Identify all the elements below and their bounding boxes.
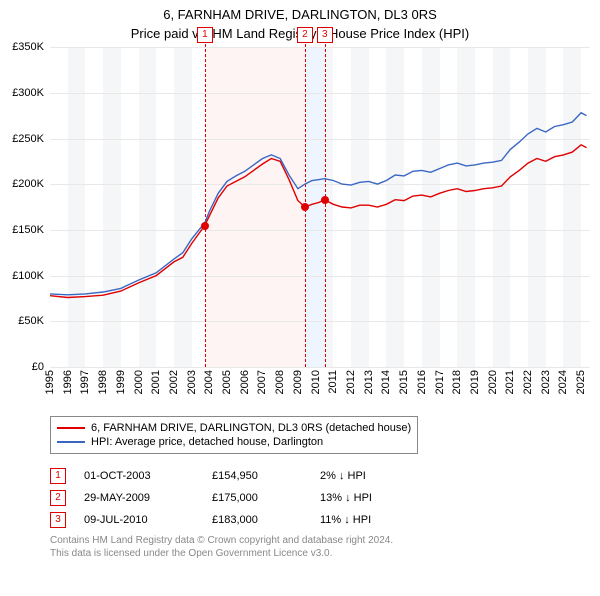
y-tick-label: £300K <box>0 87 44 99</box>
legend-item: HPI: Average price, detached house, Darl… <box>57 435 411 449</box>
event-diff: 2% ↓ HPI <box>320 470 430 482</box>
x-tick-label: 2013 <box>363 370 375 394</box>
y-tick-label: £350K <box>0 41 44 53</box>
y-tick-label: £200K <box>0 178 44 190</box>
legend-label: HPI: Average price, detached house, Darl… <box>91 436 323 448</box>
x-tick-label: 2003 <box>186 370 198 394</box>
event-date: 29-MAY-2009 <box>84 492 194 504</box>
x-tick-label: 1995 <box>44 370 56 394</box>
x-tick-label: 2023 <box>540 370 552 394</box>
x-tick-label: 1998 <box>97 370 109 394</box>
x-tick-label: 2005 <box>221 370 233 394</box>
x-tick-label: 2012 <box>345 370 357 394</box>
x-tick-label: 2018 <box>451 370 463 394</box>
y-tick-label: £150K <box>0 224 44 236</box>
x-tick-label: 2001 <box>150 370 162 394</box>
event-price: £175,000 <box>212 492 302 504</box>
legend-item: 6, FARNHAM DRIVE, DARLINGTON, DL3 0RS (d… <box>57 421 411 435</box>
event-date: 09-JUL-2010 <box>84 514 194 526</box>
event-rule-badge: 2 <box>297 27 313 43</box>
event-date: 01-OCT-2003 <box>84 470 194 482</box>
x-tick-label: 2006 <box>239 370 251 394</box>
x-tick-label: 2002 <box>168 370 180 394</box>
y-tick-label: £250K <box>0 133 44 145</box>
event-diff: 13% ↓ HPI <box>320 492 430 504</box>
x-tick-label: 2010 <box>310 370 322 394</box>
x-tick-label: 2022 <box>522 370 534 394</box>
x-tick-label: 2000 <box>133 370 145 394</box>
events-table: 1 01-OCT-2003 £154,950 2% ↓ HPI 2 29-MAY-2009… <box>50 468 590 528</box>
x-tick-label: 2015 <box>398 370 410 394</box>
x-tick-label: 2024 <box>557 370 569 394</box>
event-marker <box>321 196 329 204</box>
event-rule-badge: 3 <box>317 27 333 43</box>
x-tick-label: 2017 <box>434 370 446 394</box>
x-tick-label: 2019 <box>469 370 481 394</box>
credits-line: Contains HM Land Registry data © Crown c… <box>50 534 590 547</box>
credits: Contains HM Land Registry data © Crown c… <box>50 534 590 560</box>
x-tick-label: 2016 <box>416 370 428 394</box>
plot-area: £0£50K£100K£150K£200K£250K£300K£350K123 <box>50 47 590 367</box>
legend: 6, FARNHAM DRIVE, DARLINGTON, DL3 0RS (d… <box>50 416 418 454</box>
x-tick-label: 1996 <box>62 370 74 394</box>
x-tick-label: 2004 <box>203 370 215 394</box>
x-tick-label: 2020 <box>487 370 499 394</box>
credits-line: This data is licensed under the Open Gov… <box>50 547 590 560</box>
legend-label: 6, FARNHAM DRIVE, DARLINGTON, DL3 0RS (d… <box>91 422 411 434</box>
x-tick-label: 1997 <box>79 370 91 394</box>
event-marker <box>201 222 209 230</box>
series-line-hpi <box>50 113 587 295</box>
event-row: 3 09-JUL-2010 £183,000 11% ↓ HPI <box>50 512 590 528</box>
x-axis: 1995199619971998199920002001200220032004… <box>50 368 590 408</box>
x-tick-label: 2021 <box>504 370 516 394</box>
legend-swatch <box>57 427 85 429</box>
event-row: 2 29-MAY-2009 £175,000 13% ↓ HPI <box>50 490 590 506</box>
series-line-price_paid <box>50 145 587 298</box>
x-tick-label: 2009 <box>292 370 304 394</box>
event-row: 1 01-OCT-2003 £154,950 2% ↓ HPI <box>50 468 590 484</box>
x-tick-label: 2014 <box>380 370 392 394</box>
event-marker <box>301 203 309 211</box>
legend-swatch <box>57 441 85 443</box>
event-rule-badge: 1 <box>197 27 213 43</box>
y-tick-label: £50K <box>0 315 44 327</box>
event-price: £154,950 <box>212 470 302 482</box>
event-price: £183,000 <box>212 514 302 526</box>
x-tick-label: 2011 <box>327 370 339 394</box>
chart-area: £0£50K£100K£150K£200K£250K£300K£350K123 <box>50 47 590 368</box>
x-tick-label: 1999 <box>115 370 127 394</box>
y-tick-label: £100K <box>0 270 44 282</box>
event-diff: 11% ↓ HPI <box>320 514 430 526</box>
x-tick-label: 2007 <box>256 370 268 394</box>
event-badge: 3 <box>50 512 66 528</box>
event-badge: 2 <box>50 490 66 506</box>
series-svg <box>50 47 590 367</box>
x-tick-label: 2008 <box>274 370 286 394</box>
chart-title: 6, FARNHAM DRIVE, DARLINGTON, DL3 0RS <box>20 6 580 24</box>
y-tick-label: £0 <box>0 361 44 373</box>
x-tick-label: 2025 <box>575 370 587 394</box>
event-badge: 1 <box>50 468 66 484</box>
